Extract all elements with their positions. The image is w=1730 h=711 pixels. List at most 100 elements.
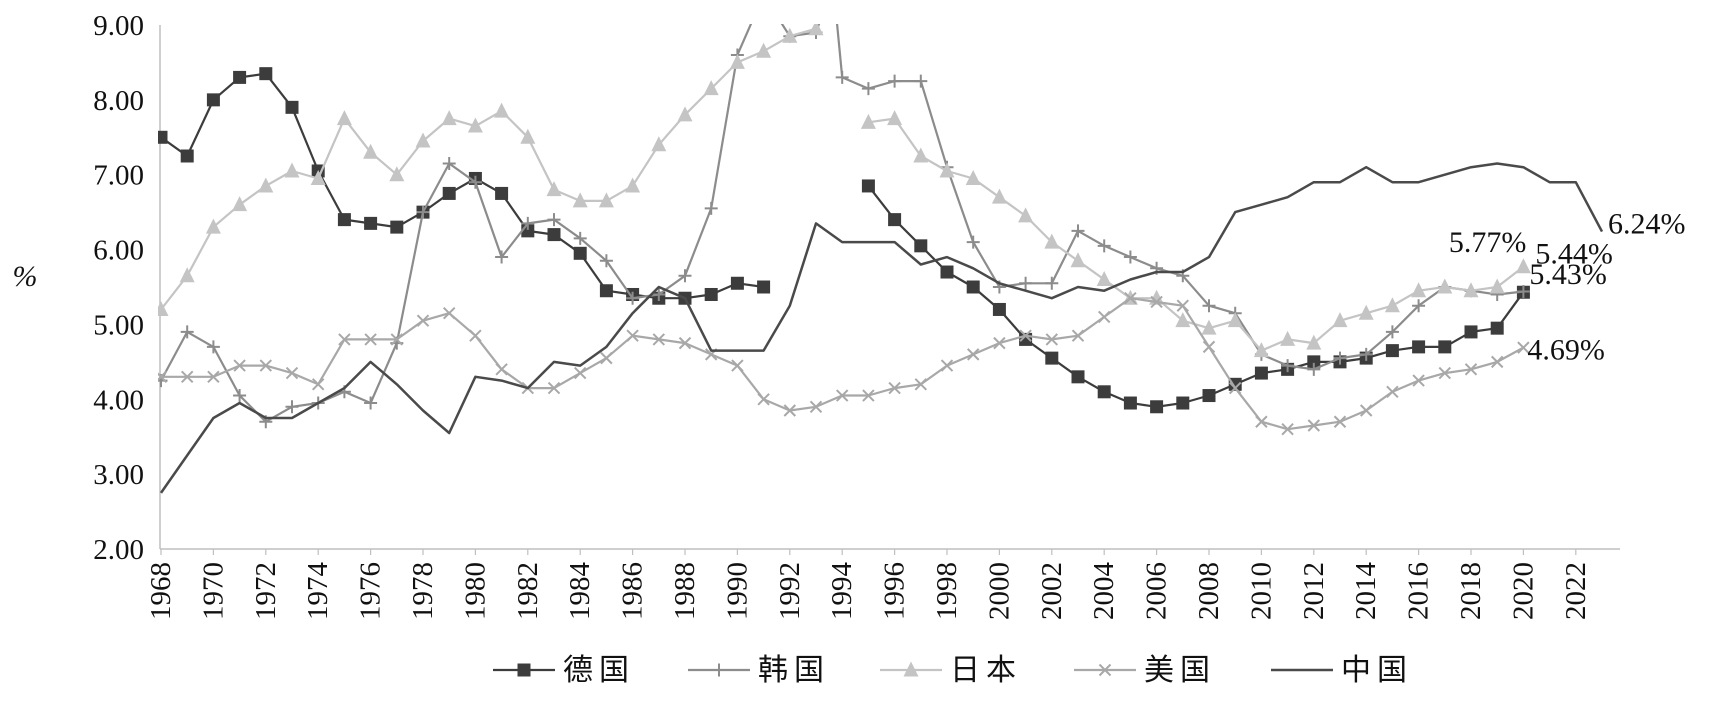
data-point (1437, 278, 1453, 294)
data-point (860, 113, 876, 129)
data-point (1281, 423, 1294, 436)
data-point (1176, 299, 1190, 312)
data-point (1412, 374, 1425, 387)
data-point (310, 169, 326, 185)
data-point (1255, 415, 1268, 428)
data-point (1489, 278, 1505, 294)
data-point (1123, 396, 1137, 410)
data-point (1228, 381, 1242, 395)
data-point (1202, 389, 1216, 403)
data-point (285, 100, 299, 114)
data-point (1463, 282, 1479, 298)
data-point (259, 67, 273, 81)
x-tick-label: 2012 (1298, 562, 1330, 620)
data-point (1412, 340, 1426, 354)
data-point (573, 366, 587, 380)
data-point (914, 74, 928, 88)
data-point (1411, 282, 1427, 298)
data-point (364, 396, 378, 410)
data-point (992, 302, 1006, 316)
series-3 (158, 24, 1531, 358)
data-point (1438, 340, 1452, 354)
data-point (1044, 233, 1060, 249)
x-tick-label: 1994 (826, 562, 858, 621)
data-point (861, 82, 875, 96)
data-point (495, 250, 509, 264)
data-point (678, 336, 692, 350)
data-point (652, 287, 666, 301)
data-point (546, 181, 562, 197)
data-point (1123, 250, 1137, 264)
data-point (1516, 284, 1530, 298)
data-point (1045, 333, 1059, 346)
data-point (862, 389, 875, 402)
data-point (966, 235, 980, 249)
data-point (207, 370, 220, 384)
legend-item: 美国 (1074, 654, 1210, 687)
data-point (1202, 340, 1216, 354)
data-point (1019, 329, 1032, 342)
data-point (1097, 239, 1111, 253)
x-tick-label: 1988 (669, 562, 701, 620)
data-point (1019, 276, 1033, 290)
data-point (233, 359, 246, 372)
data-point (729, 53, 745, 69)
data-point (598, 192, 614, 208)
data-point (1490, 321, 1504, 335)
data-point (782, 27, 798, 43)
data-point (730, 276, 744, 290)
data-point (1385, 344, 1399, 358)
x-tick-label: 1980 (459, 562, 491, 620)
data-point (808, 24, 824, 36)
data-point (180, 149, 194, 163)
data-point (442, 306, 456, 320)
y-tick-label: 9.00 (93, 10, 144, 42)
data-point (940, 359, 954, 372)
data-point (416, 314, 430, 327)
x-tick-label: 1984 (564, 562, 596, 621)
legend-label: 中国 (1341, 654, 1413, 687)
series-line (160, 24, 821, 423)
x-tick-label: 2014 (1350, 562, 1382, 621)
data-point (205, 218, 221, 234)
y-tick-label: 3.00 (93, 459, 144, 491)
data-point (1332, 312, 1348, 328)
y-tick-label: 4.00 (93, 384, 144, 416)
data-point (158, 130, 168, 144)
data-point (835, 389, 849, 402)
data-point (158, 300, 169, 316)
x-tick-label: 2000 (983, 562, 1015, 620)
data-point (1227, 312, 1243, 328)
legend-item: 日本 (880, 654, 1016, 687)
data-point (469, 329, 482, 342)
data-point (1202, 299, 1216, 313)
annotation-layer: 6.24% 5.77% 5.44%5.43% 4.69% (1449, 208, 1686, 367)
x-tick-label: 1990 (721, 562, 753, 620)
data-point (179, 267, 195, 283)
data-point (416, 205, 430, 219)
data-point (1385, 325, 1399, 339)
data-point (364, 333, 377, 346)
data-point (888, 74, 902, 88)
data-point (1253, 342, 1269, 358)
data-point (704, 287, 718, 301)
data-point (966, 280, 980, 294)
x-tick-label: 2020 (1507, 562, 1539, 620)
data-point (1150, 295, 1163, 309)
x-tick-label: 1986 (617, 562, 649, 620)
data-point (495, 186, 509, 200)
data-point (573, 246, 587, 260)
series-line (835, 24, 1524, 371)
data-point (337, 213, 351, 227)
x-tick-label: 2008 (1193, 562, 1225, 620)
data-label: 5.77% (1449, 226, 1527, 259)
data-point (1384, 297, 1400, 313)
data-point (1045, 351, 1059, 365)
y-tick-label: 7.00 (93, 160, 144, 192)
data-point (1150, 400, 1164, 414)
data-point (1515, 258, 1531, 274)
series-line (160, 72, 764, 300)
data-point (1490, 355, 1504, 369)
data-point (756, 42, 772, 58)
